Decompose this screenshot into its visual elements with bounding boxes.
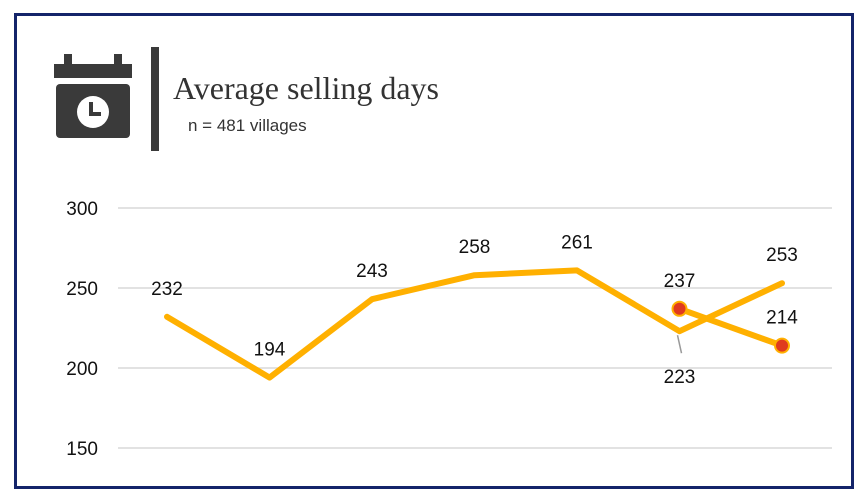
y-tick-label: 250 [66,279,98,300]
data-label: 232 [151,279,183,300]
chart-title: Average selling days [173,70,439,106]
y-tick-label: 200 [66,359,98,380]
data-label: 214 [766,308,798,329]
chart-frame [14,13,854,489]
data-label-leader [676,335,683,354]
data-point-marker [671,300,688,317]
series-line-1 [164,267,785,381]
y-tick-label: 300 [66,199,98,220]
data-label: 258 [459,237,491,258]
data-label: 237 [664,271,696,292]
data-label: 261 [561,232,593,253]
data-label: 253 [766,245,798,266]
data-label: 243 [356,261,388,282]
title-divider [151,47,159,151]
data-label: 194 [254,340,286,361]
data-point-marker [774,337,790,354]
y-tick-label: 150 [66,439,98,460]
series-line-2 [676,305,785,349]
chart-subtitle: n = 481 villages [188,116,307,135]
calendar-clock-icon [54,54,132,138]
data-label: 223 [664,367,696,388]
